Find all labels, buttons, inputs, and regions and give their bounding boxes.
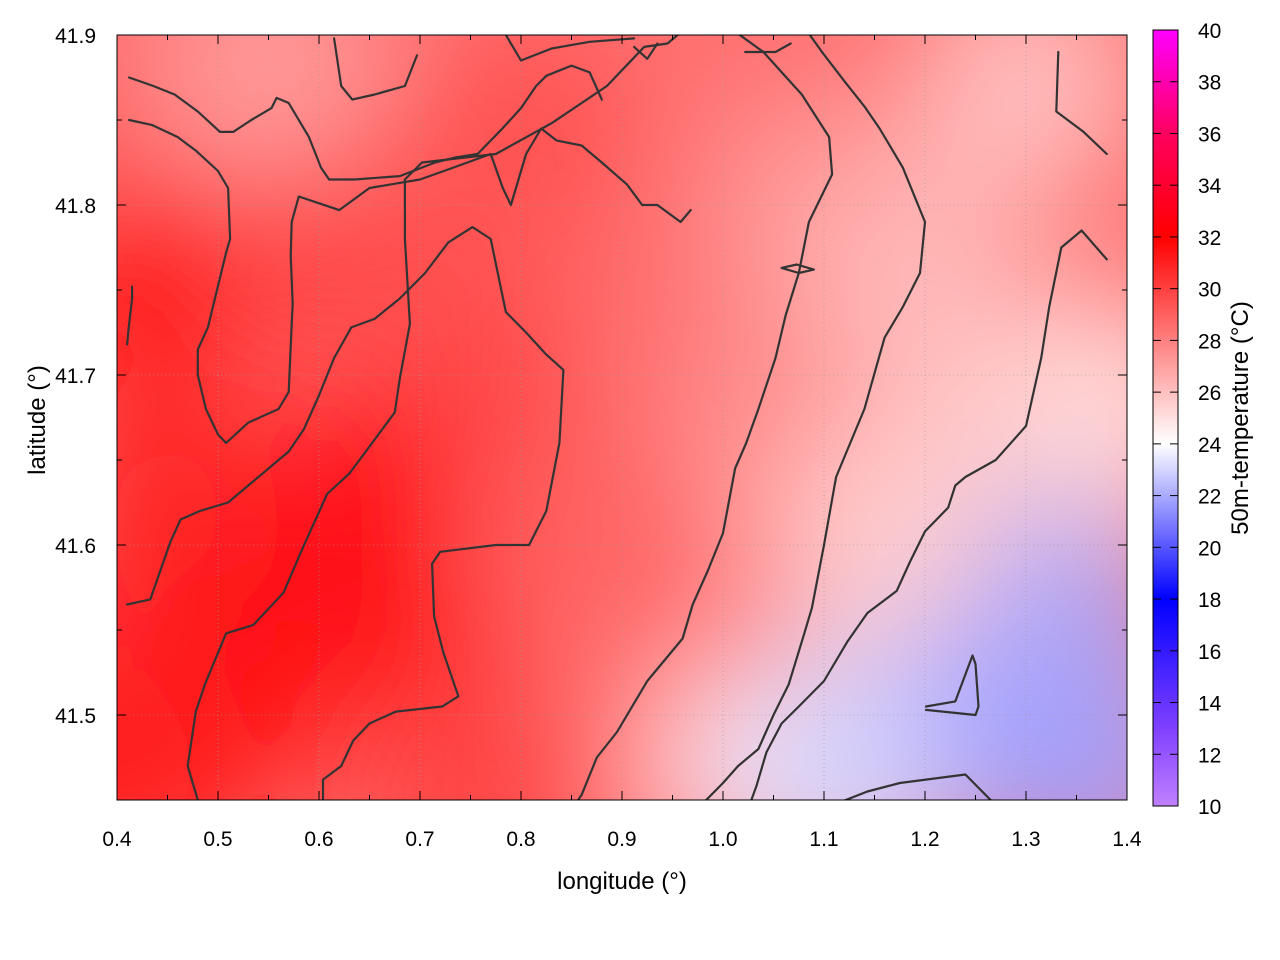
heat-sample	[981, 651, 1127, 800]
y-tick-label: 41.9	[55, 25, 96, 48]
heat-sample	[759, 430, 990, 660]
colorbar: 10 12 14 16 18 20 22 24 26 28 30 32 34 36 38 40 50m-tem…	[1152, 20, 1254, 819]
heat-sample	[810, 175, 1040, 405]
colorbar-label: 50m-temperature (°C)	[1227, 301, 1254, 535]
contour-line	[842, 773, 992, 800]
y-tick-label: 41.8	[55, 195, 96, 218]
heat-sample	[117, 685, 232, 800]
x-tick-label: 1.0	[708, 828, 737, 851]
colorbar-tick-label: 32	[1198, 227, 1221, 250]
x-tick-label: 1.4	[1112, 828, 1142, 851]
contour-line	[750, 229, 1108, 800]
contour-line	[126, 226, 565, 800]
heat-sample	[729, 668, 960, 800]
contour-line	[186, 35, 834, 800]
x-tick-label: 0.9	[607, 828, 636, 851]
x-tick-label: 0.4	[102, 828, 132, 851]
colorbar-tick-label: 18	[1198, 589, 1221, 612]
colorbar-tick-label: 28	[1198, 330, 1221, 353]
colorbar-tick-label: 12	[1198, 744, 1221, 767]
heat-sample	[911, 35, 1127, 201]
contour-line	[1055, 50, 1108, 156]
contour-lines	[126, 35, 1108, 800]
x-tick-label: 1.2	[910, 828, 939, 851]
colorbar-tick-label: 14	[1198, 693, 1222, 716]
x-tick-label: 0.6	[304, 828, 333, 851]
contour-line	[128, 64, 603, 181]
colorbar-tick-label: 10	[1198, 796, 1221, 819]
heat-sample	[406, 35, 636, 252]
contour-line	[780, 263, 815, 275]
colorbar-tick-label: 26	[1198, 382, 1221, 405]
colorbar-tick-label: 38	[1198, 72, 1221, 95]
colorbar-tick-label: 36	[1198, 123, 1221, 146]
x-tick-label: 0.5	[203, 828, 232, 851]
y-tick-label: 41.5	[55, 705, 96, 728]
contour-line	[704, 35, 927, 800]
x-tick-label: 0.7	[405, 828, 434, 851]
contour-line	[744, 42, 792, 54]
colorbar-tick-label: 16	[1198, 641, 1221, 664]
colorbar-tick-label: 22	[1198, 486, 1221, 509]
contour-line	[128, 118, 692, 445]
x-tick-label: 1.1	[809, 828, 838, 851]
heatmap-field	[117, 35, 1127, 800]
axis-ticks	[116, 34, 1128, 801]
contour-line	[924, 654, 980, 717]
colorbar-ticks: 10 12 14 16 18 20 22 24 26 28 30 32 34 36 38 40	[1153, 20, 1222, 819]
heat-sample	[117, 396, 283, 626]
y-tick-label: 41.6	[55, 535, 96, 558]
colorbar-tick-label: 34	[1198, 175, 1222, 198]
colorbar-tick-label: 40	[1198, 20, 1221, 43]
colorbar-gradient	[1152, 29, 1179, 807]
axis-tick-labels: 0.4 0.5 0.6 0.7 0.8 0.9 1.0 1.1 1.2 1.3 1.4 41.5 41.…	[55, 25, 1142, 851]
x-tick-label: 1.3	[1011, 828, 1040, 851]
heat-sample	[355, 685, 586, 800]
colorbar-tick-label: 30	[1198, 279, 1221, 302]
x-tick-label: 0.8	[506, 828, 535, 851]
contour-line	[333, 37, 419, 101]
colorbar-tick-label: 24	[1198, 434, 1222, 457]
y-axis-label: latitude (°)	[24, 365, 51, 475]
y-tick-label: 41.7	[55, 365, 96, 388]
contour-line	[633, 42, 659, 60]
colorbar-tick-label: 20	[1198, 537, 1221, 560]
contour-line	[126, 285, 134, 346]
contour-line	[504, 35, 636, 62]
heat-sample	[117, 65, 131, 175]
x-axis-label: longitude (°)	[557, 868, 687, 895]
